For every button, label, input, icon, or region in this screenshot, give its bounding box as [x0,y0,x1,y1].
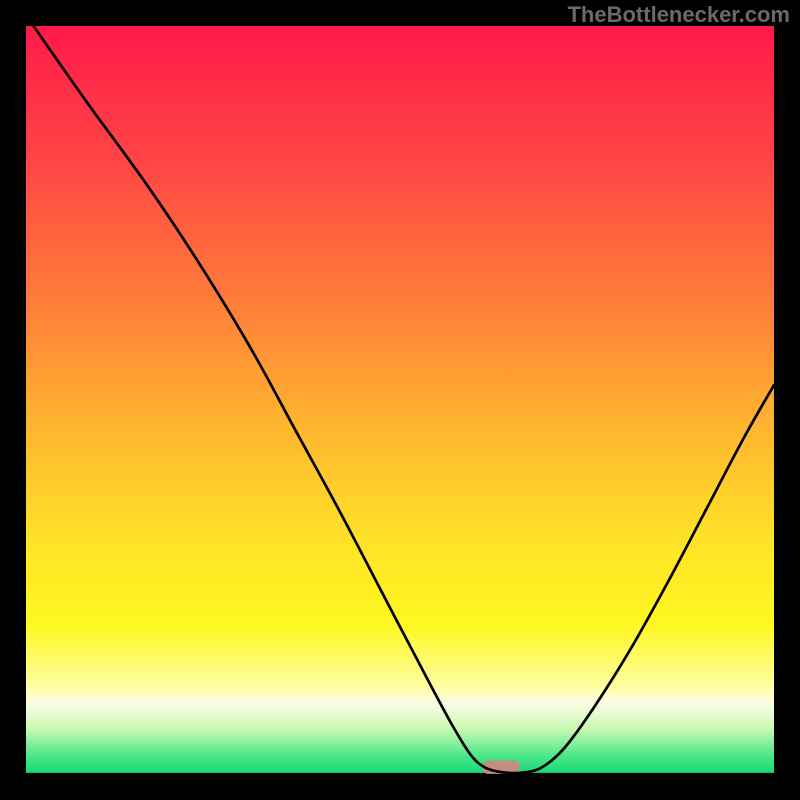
chart-svg [0,0,800,800]
bottleneck-chart: TheBottlenecker.com [0,0,800,800]
watermark-text: TheBottlenecker.com [567,2,790,28]
